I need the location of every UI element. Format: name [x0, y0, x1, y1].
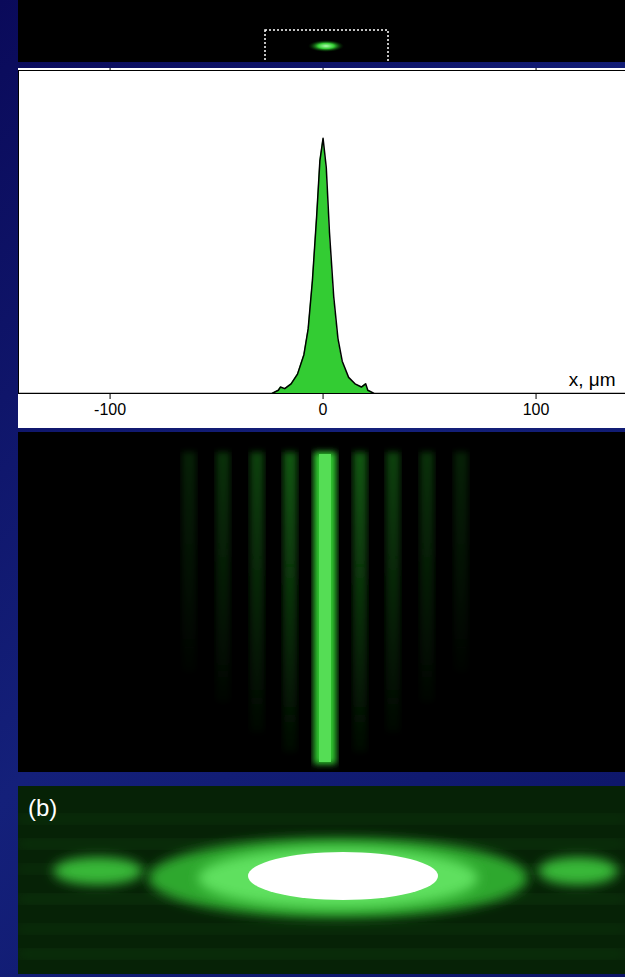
svg-text:0: 0: [319, 401, 328, 418]
svg-text:x, μm: x, μm: [569, 369, 616, 390]
svg-text:100: 100: [523, 401, 550, 418]
svg-text:(b): (b): [28, 794, 57, 821]
svg-text:-100: -100: [94, 401, 126, 418]
